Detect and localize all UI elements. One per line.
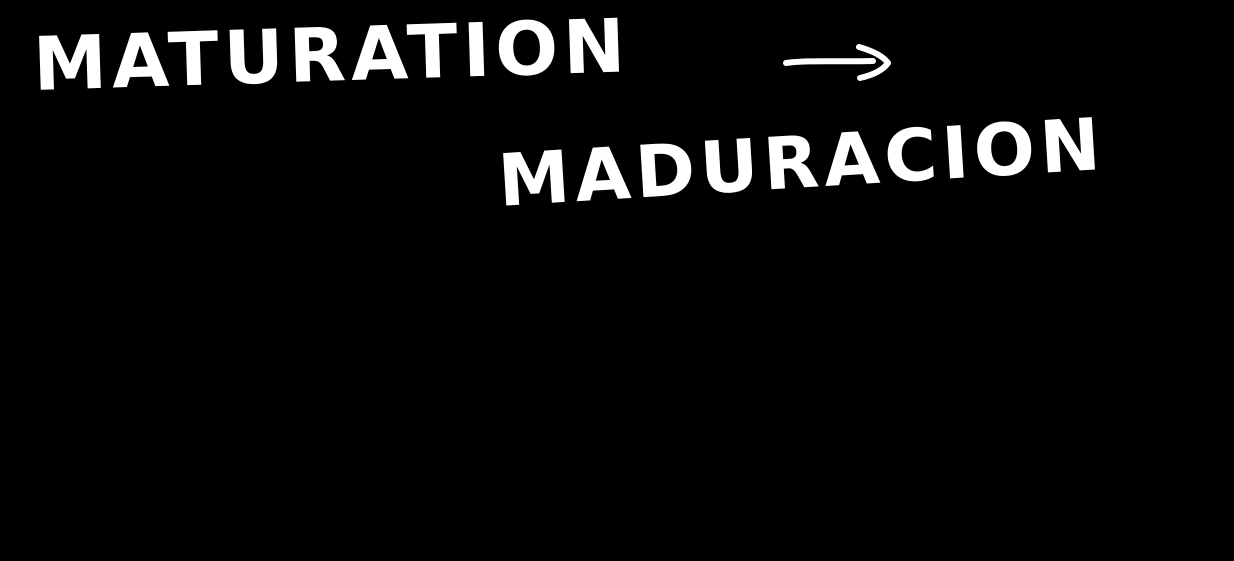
right-arrow-icon (783, 44, 891, 81)
source-word: MATURATION (31, 3, 632, 108)
target-word: MADURACION (495, 101, 1108, 223)
